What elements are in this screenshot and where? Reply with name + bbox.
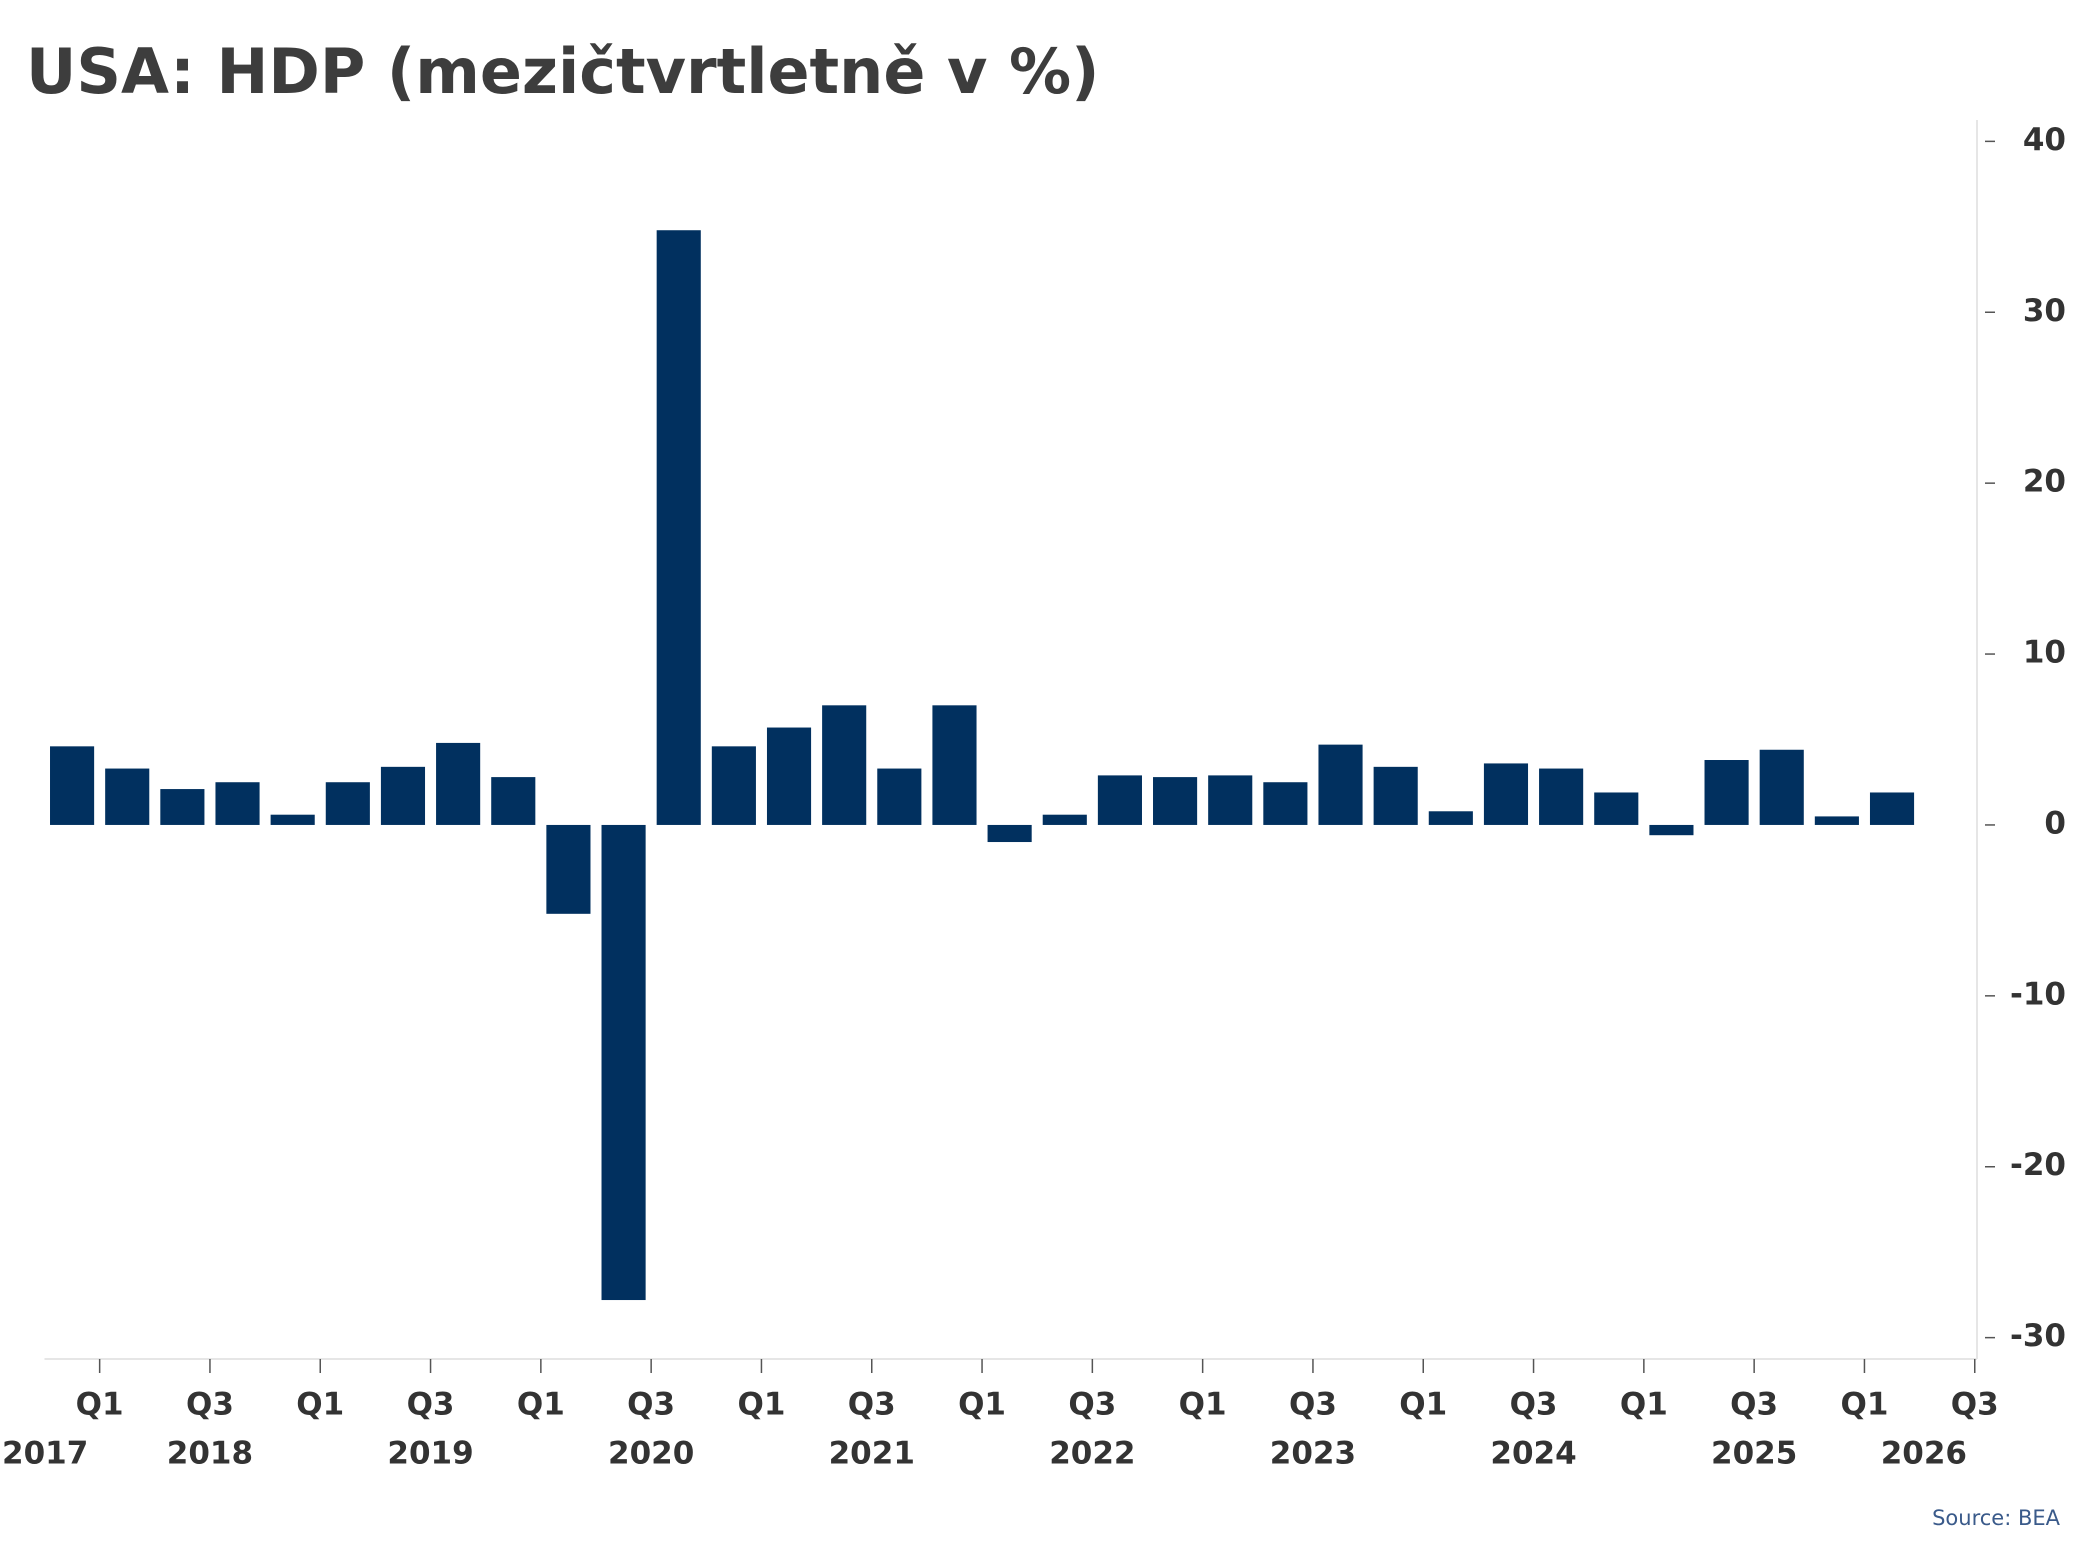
bar bbox=[822, 705, 867, 825]
bar bbox=[1814, 816, 1859, 825]
bar bbox=[160, 789, 205, 825]
x-tick-label: Q3 bbox=[407, 1387, 455, 1423]
year-label: 2019 bbox=[387, 1436, 473, 1472]
y-tick-label: -20 bbox=[2010, 1147, 2066, 1183]
bar bbox=[50, 746, 95, 825]
x-tick-label: Q1 bbox=[76, 1387, 124, 1423]
y-tick-label: 30 bbox=[2023, 293, 2066, 329]
year-label: 2023 bbox=[1270, 1436, 1356, 1472]
bar bbox=[877, 768, 922, 825]
bar bbox=[325, 782, 370, 825]
bar bbox=[105, 768, 150, 825]
y-tick-label: 40 bbox=[2023, 122, 2066, 158]
bar bbox=[601, 824, 646, 1301]
chart-title: USA: HDP (mezičtvrtletně v %) bbox=[26, 35, 1099, 108]
bar bbox=[1483, 763, 1529, 825]
x-tick-label: Q3 bbox=[1068, 1387, 1116, 1423]
bar bbox=[380, 766, 426, 825]
y-tick-label: -30 bbox=[2010, 1318, 2066, 1354]
y-tick-label: 10 bbox=[2023, 635, 2066, 671]
bar bbox=[1208, 775, 1253, 825]
x-tick-label: Q3 bbox=[848, 1387, 896, 1423]
y-tick-label: 20 bbox=[2023, 464, 2066, 500]
x-tick-label: Q1 bbox=[296, 1387, 344, 1423]
bar bbox=[766, 727, 812, 825]
x-tick-label: Q3 bbox=[1951, 1387, 1999, 1423]
bar bbox=[1318, 744, 1363, 825]
bar bbox=[1042, 814, 1087, 825]
bar bbox=[546, 824, 591, 914]
x-tick-label: Q3 bbox=[627, 1387, 675, 1423]
x-tick-label: Q1 bbox=[1840, 1387, 1888, 1423]
x-tick-label: Q3 bbox=[1510, 1387, 1558, 1423]
x-tick-label: Q3 bbox=[1730, 1387, 1778, 1423]
bar bbox=[1704, 760, 1749, 825]
bar bbox=[711, 746, 756, 825]
bar bbox=[1594, 792, 1639, 825]
source: Source: BEA bbox=[1932, 1506, 2061, 1530]
bar bbox=[1869, 792, 1915, 825]
bar bbox=[270, 814, 315, 825]
year-label: 2020 bbox=[608, 1436, 694, 1472]
bar bbox=[491, 777, 536, 825]
bar bbox=[932, 705, 977, 825]
bar bbox=[1539, 768, 1584, 825]
x-tick-label: Q1 bbox=[737, 1387, 785, 1423]
year-label: 2024 bbox=[1490, 1436, 1576, 1472]
year-label: 2022 bbox=[1049, 1436, 1135, 1472]
x-tick-label: Q3 bbox=[186, 1387, 234, 1423]
year-label: 2026 bbox=[1881, 1436, 1967, 1472]
x-tick-label: Q1 bbox=[1179, 1387, 1227, 1423]
year-label: 2025 bbox=[1711, 1436, 1797, 1472]
year-label: 2021 bbox=[829, 1436, 915, 1472]
year-label: 2017 bbox=[2, 1436, 88, 1472]
bar bbox=[1097, 775, 1142, 825]
x-tick-label: Q1 bbox=[1620, 1387, 1668, 1423]
x-tick-label: Q1 bbox=[1399, 1387, 1447, 1423]
bar bbox=[436, 742, 481, 825]
bar bbox=[1759, 749, 1804, 825]
bar bbox=[987, 824, 1032, 843]
y-tick-label: -10 bbox=[2010, 976, 2066, 1012]
bar bbox=[1649, 824, 1694, 836]
x-tick-label: Q1 bbox=[517, 1387, 565, 1423]
x-tick-label: Q3 bbox=[1289, 1387, 1337, 1423]
bar bbox=[1373, 766, 1418, 825]
year-label: 2018 bbox=[167, 1436, 253, 1472]
bar bbox=[215, 782, 260, 825]
x-tick-label: Q1 bbox=[958, 1387, 1006, 1423]
y-tick-label: 0 bbox=[2044, 805, 2066, 841]
bar bbox=[1153, 777, 1198, 825]
bar bbox=[1263, 782, 1308, 825]
bar bbox=[1428, 811, 1473, 825]
bar bbox=[656, 230, 701, 825]
